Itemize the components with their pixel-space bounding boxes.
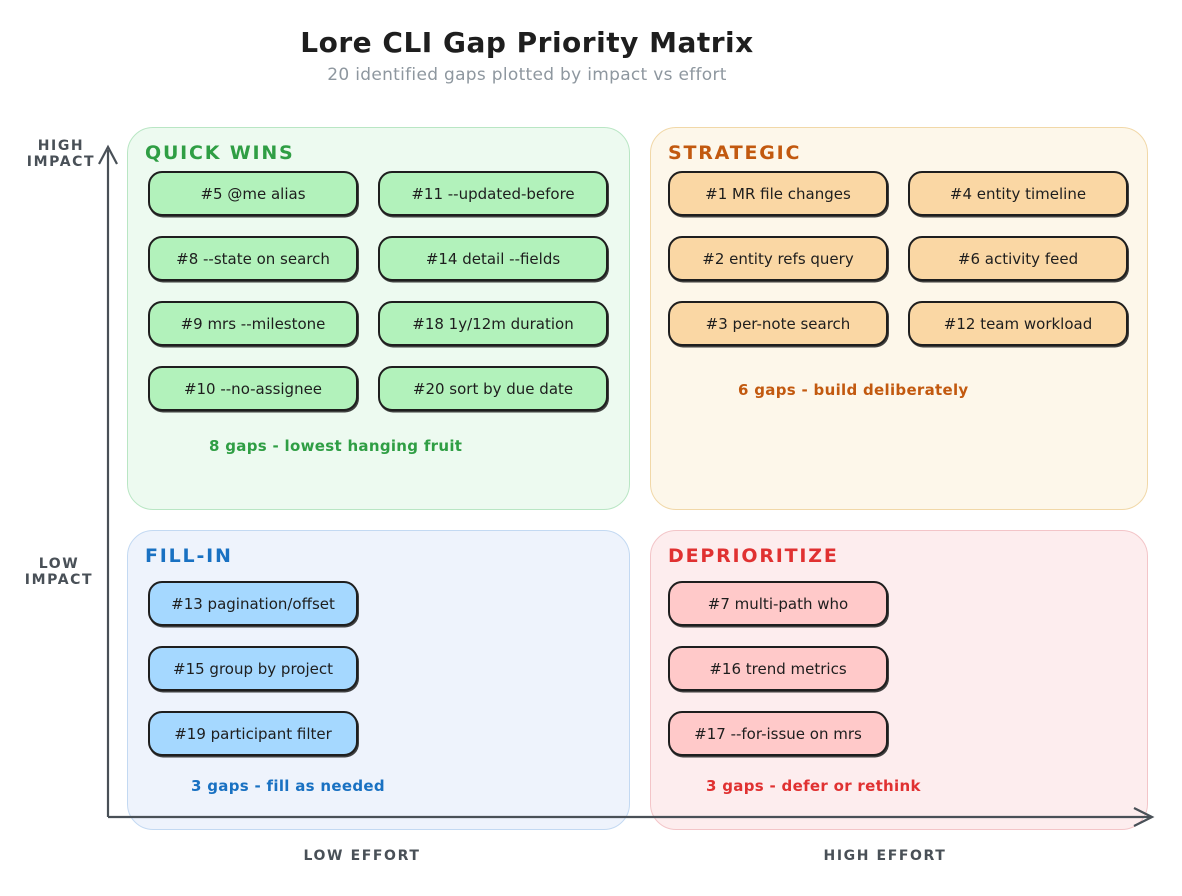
gap-pill: #18 1y/12m duration [378,301,608,346]
gap-pill: #4 entity timeline [908,171,1128,216]
quadrant-deprioritize: DEPRIORITIZE #7 multi-path who #16 trend… [650,530,1148,830]
quadrant-fill-in: FILL-IN #13 pagination/offset #15 group … [127,530,630,830]
gap-pill: #13 pagination/offset [148,581,358,626]
gap-pill: #10 --no-assignee [148,366,358,411]
axis-label-low-effort: LOW EFFORT [303,848,421,864]
page-title: Lore CLI Gap Priority Matrix [300,26,754,59]
quadrant-strategic: STRATEGIC #1 MR file changes #2 entity r… [650,127,1148,510]
axis-label-high-effort: HIGH EFFORT [823,848,947,864]
gap-pill: #20 sort by due date [378,366,608,411]
quadrant-strategic-caption: 6 gaps - build deliberately [738,381,969,399]
y-axis-arrowhead-icon [98,144,118,165]
quick-wins-pill-grid: #5 @me alias #8 --state on search #9 mrs… [148,171,608,411]
gap-pill: #14 detail --fields [378,236,608,281]
axis-label-high-impact: HIGH IMPACT [26,138,96,170]
quadrant-deprioritize-title: DEPRIORITIZE [668,545,839,567]
gap-pill: #3 per-note search [668,301,888,346]
gap-pill: #1 MR file changes [668,171,888,216]
chart-header: Lore CLI Gap Priority Matrix 20 identifi… [0,26,1054,85]
quadrant-deprioritize-caption: 3 gaps - defer or rethink [706,777,921,795]
quadrant-strategic-title: STRATEGIC [668,142,802,164]
fill-in-pill-grid: #13 pagination/offset #15 group by proje… [148,581,358,756]
axis-label-low-impact: LOW IMPACT [24,556,94,588]
page-subtitle: 20 identified gaps plotted by impact vs … [327,65,727,85]
quadrant-fill-in-caption: 3 gaps - fill as needed [191,777,385,795]
quadrant-quick-wins: QUICK WINS #5 @me alias #8 --state on se… [127,127,630,510]
gap-pill: #6 activity feed [908,236,1128,281]
gap-pill: #2 entity refs query [668,236,888,281]
gap-pill: #5 @me alias [148,171,358,216]
deprioritize-pill-grid: #7 multi-path who #16 trend metrics #17 … [668,581,888,756]
gap-pill: #11 --updated-before [378,171,608,216]
gap-pill: #8 --state on search [148,236,358,281]
strategic-pill-grid: #1 MR file changes #2 entity refs query … [668,171,1128,346]
gap-pill: #16 trend metrics [668,646,888,691]
gap-pill: #9 mrs --milestone [148,301,358,346]
quadrant-quick-wins-caption: 8 gaps - lowest hanging fruit [209,437,463,455]
gap-pill: #12 team workload [908,301,1128,346]
quadrant-fill-in-title: FILL-IN [145,545,233,567]
gap-pill: #15 group by project [148,646,358,691]
gap-pill: #7 multi-path who [668,581,888,626]
gap-pill: #19 participant filter [148,711,358,756]
quadrant-quick-wins-title: QUICK WINS [145,142,295,164]
gap-pill: #17 --for-issue on mrs [668,711,888,756]
